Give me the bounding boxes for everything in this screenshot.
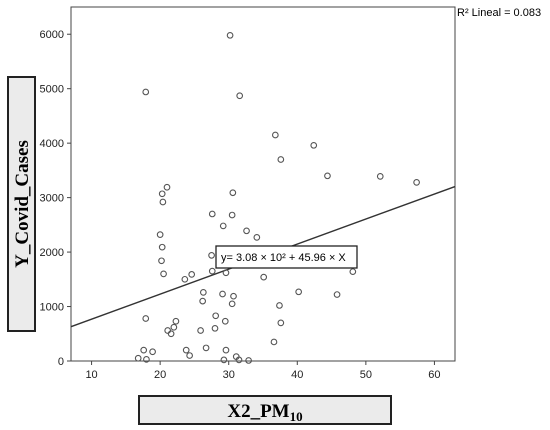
data-point bbox=[134, 354, 142, 362]
data-point bbox=[167, 330, 175, 338]
data-point bbox=[277, 319, 285, 327]
data-point bbox=[160, 270, 167, 278]
data-point bbox=[182, 346, 190, 354]
data-point bbox=[349, 268, 357, 276]
data-point bbox=[172, 317, 180, 325]
equation-label: y= 3.08 × 10² + 45.96 × X bbox=[221, 252, 346, 264]
data-point bbox=[277, 156, 285, 163]
data-point bbox=[236, 92, 244, 100]
data-point bbox=[208, 210, 216, 218]
y-tick-label: 5000 bbox=[40, 84, 64, 96]
data-point bbox=[295, 288, 303, 296]
x-tick-label: 30 bbox=[223, 369, 235, 381]
data-point bbox=[170, 323, 178, 331]
data-point bbox=[158, 257, 165, 265]
x-tick-label: 60 bbox=[428, 369, 440, 381]
data-point bbox=[142, 88, 150, 96]
x-tick-label: 20 bbox=[154, 369, 166, 381]
x-tick-label: 40 bbox=[291, 369, 303, 381]
y-tick-label: 4000 bbox=[40, 138, 64, 150]
data-point bbox=[208, 267, 216, 275]
data-point bbox=[222, 269, 230, 277]
data-point bbox=[219, 290, 226, 298]
data-point bbox=[211, 324, 219, 332]
data-point bbox=[253, 234, 261, 241]
x-axis-title: X2_PM10 bbox=[227, 401, 302, 424]
data-point bbox=[324, 172, 331, 180]
data-point bbox=[156, 231, 164, 238]
y-axis-title: Y_Covid_Cases bbox=[12, 140, 33, 268]
data-point bbox=[188, 271, 196, 278]
data-point bbox=[142, 315, 150, 322]
data-point bbox=[333, 291, 341, 298]
data-point bbox=[222, 346, 230, 354]
x-axis-title-box: X2_PM10 bbox=[138, 395, 392, 425]
data-point bbox=[219, 222, 227, 230]
data-point bbox=[228, 300, 236, 308]
y-tick-label: 6000 bbox=[40, 29, 64, 41]
data-point bbox=[163, 183, 171, 191]
data-point bbox=[149, 348, 156, 356]
y-tick-label: 2000 bbox=[40, 247, 64, 259]
data-point bbox=[235, 356, 243, 364]
x-tick-label: 50 bbox=[360, 369, 372, 381]
y-axis-title-box: Y_Covid_Cases bbox=[7, 76, 36, 332]
x-tick-label: 10 bbox=[85, 369, 97, 381]
data-point bbox=[245, 357, 252, 364]
data-point bbox=[270, 338, 278, 346]
data-point bbox=[186, 352, 193, 359]
data-point bbox=[199, 297, 207, 305]
data-point bbox=[212, 312, 220, 320]
x-axis: 10 20 30 40 50 60 bbox=[85, 361, 441, 381]
y-tick-label: 1000 bbox=[40, 302, 64, 314]
data-point bbox=[376, 173, 384, 180]
data-point bbox=[413, 179, 420, 186]
equation-box: y= 3.08 × 10² + 45.96 × X bbox=[215, 245, 358, 269]
data-point bbox=[140, 346, 148, 354]
data-point bbox=[202, 344, 210, 352]
data-point bbox=[226, 31, 234, 39]
data-point bbox=[197, 327, 204, 334]
data-point bbox=[310, 141, 318, 149]
y-tick-label: 0 bbox=[58, 356, 64, 368]
data-point bbox=[158, 190, 166, 198]
plot-area bbox=[70, 6, 456, 362]
r2-label: R² Lineal = 0.083 bbox=[457, 7, 541, 19]
data-points bbox=[134, 31, 420, 364]
data-point bbox=[271, 131, 279, 139]
data-point bbox=[260, 273, 268, 281]
data-point bbox=[143, 356, 150, 363]
data-point bbox=[276, 302, 283, 309]
data-point bbox=[208, 251, 215, 259]
y-tick-label: 3000 bbox=[40, 193, 64, 205]
data-point bbox=[159, 198, 167, 206]
data-point bbox=[181, 275, 189, 283]
data-point bbox=[158, 243, 166, 251]
data-point bbox=[229, 189, 237, 197]
data-point bbox=[220, 356, 228, 364]
data-point bbox=[230, 292, 237, 300]
data-point bbox=[228, 211, 236, 219]
data-point bbox=[221, 317, 229, 325]
y-axis: 0 1000 2000 3000 4000 5000 6000 bbox=[40, 29, 71, 368]
data-point bbox=[199, 289, 207, 296]
data-point bbox=[243, 227, 250, 235]
